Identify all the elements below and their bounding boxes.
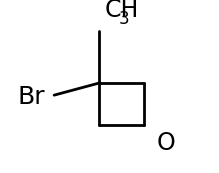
Text: O: O bbox=[157, 131, 176, 156]
Text: Br: Br bbox=[18, 85, 46, 109]
Text: 3: 3 bbox=[119, 10, 130, 28]
Text: CH: CH bbox=[104, 0, 139, 22]
